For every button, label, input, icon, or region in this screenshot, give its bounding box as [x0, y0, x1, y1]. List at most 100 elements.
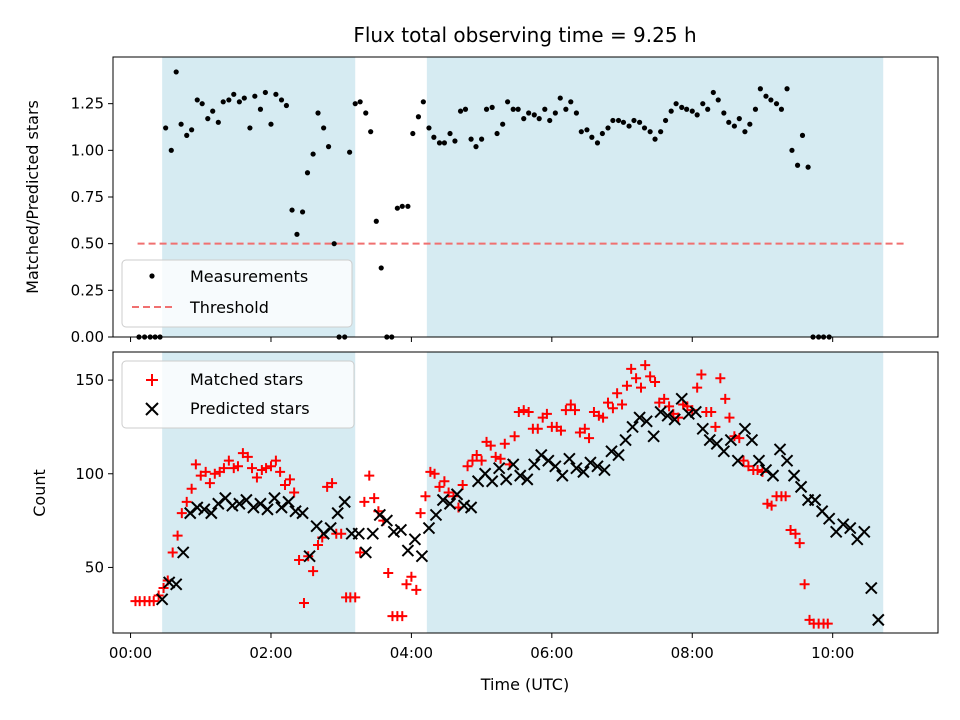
measurement-point [573, 110, 580, 116]
measurement-point [189, 127, 195, 133]
predicted-star-point [731, 454, 745, 467]
predicted-star-point [752, 454, 766, 467]
measurement-point [757, 86, 763, 92]
measurement-point [363, 110, 369, 116]
predicted-star-point [499, 473, 513, 486]
predicted-star-point [282, 495, 295, 509]
predicted-star-point [837, 518, 850, 531]
measurement-point [289, 207, 295, 213]
bottom-x-tick-label: 10:00 [811, 644, 854, 662]
predicted-star-point [521, 473, 534, 486]
matched-star-point [766, 500, 777, 511]
matched-star-point [790, 528, 801, 539]
measurement-point [594, 140, 601, 146]
predicted-star-point [443, 497, 457, 510]
matched-star-point [799, 579, 810, 590]
measurement-point [310, 151, 316, 157]
measurement-point [321, 125, 327, 131]
predicted-star-point [205, 506, 218, 520]
predicted-star-point [598, 463, 611, 477]
bottom-x-ticks: 00:00 02:00 04:00 06:00 08:00 10:00 [109, 633, 854, 662]
measurement-point [304, 170, 311, 176]
matched-star-point [565, 399, 576, 410]
measurement-point [557, 95, 563, 101]
measurement-point [715, 97, 721, 103]
top-y-tick-label: 0.75 [71, 188, 104, 206]
measurement-point [605, 125, 611, 131]
measurement-point [436, 140, 443, 146]
measurement-point [658, 129, 664, 135]
measurement-point [504, 99, 511, 105]
matched-star-point [172, 530, 183, 541]
measurement-point [747, 121, 753, 127]
predicted-star-point [549, 460, 562, 473]
measurement-point [805, 164, 811, 170]
predicted-star-point [233, 497, 246, 510]
measurement-point [194, 97, 200, 103]
measurement-point [226, 97, 232, 103]
measurement-point [542, 106, 548, 112]
matched-star-point [499, 438, 510, 449]
top-y-tick-label: 0.00 [71, 328, 104, 346]
predicted-star-point [303, 549, 316, 563]
measurement-point [547, 117, 553, 124]
matched-stars-legend-label: Matched stars [190, 370, 303, 389]
bottom-y-tick-label: 50 [85, 558, 104, 576]
matched-star-point [692, 382, 703, 393]
measurement-point [773, 101, 780, 107]
measurement-point [268, 121, 274, 127]
matched-star-point [275, 466, 286, 477]
predicted-star-point [822, 512, 836, 525]
measurement-point [705, 106, 711, 112]
matched-star-point [636, 382, 646, 393]
measurement-point [626, 123, 632, 129]
matched-star-point [598, 412, 609, 423]
measurement-point [494, 130, 500, 137]
predicted-star-point [169, 578, 183, 591]
matched-star-point [261, 463, 272, 474]
matched-star-point [369, 493, 380, 504]
predicted-star-point [289, 505, 302, 518]
measurement-point [763, 93, 769, 99]
matched-stars-points [130, 360, 833, 629]
predicted-star-point [436, 493, 450, 507]
matched-star-point [757, 466, 768, 477]
top-y-tick-label: 0.25 [71, 281, 104, 299]
measurement-point [357, 99, 363, 105]
matched-star-point [280, 480, 291, 491]
measurement-point [457, 108, 464, 114]
measurement-point [700, 101, 706, 107]
measurement-point [578, 129, 584, 135]
matched-star-point [401, 579, 412, 590]
measurement-point [652, 136, 658, 142]
measurement-point [352, 101, 358, 107]
predicted-star-point [177, 546, 190, 559]
matched-star-point [265, 461, 276, 472]
predicted-star-point [415, 549, 429, 563]
predicted-star-point [675, 392, 688, 406]
top-chart-title: Flux total observing time = 9.25 h [353, 23, 696, 47]
measurement-point [620, 119, 627, 125]
predicted-star-point [198, 503, 211, 516]
predicted-star-point [570, 461, 583, 475]
matched-star-point [190, 459, 201, 470]
predicted-stars-legend-label: Predicted stars [190, 399, 310, 418]
bottom-x-tick-label: 00:00 [109, 644, 152, 662]
predicted-star-point [191, 501, 204, 514]
measurement-point [315, 110, 321, 116]
top-y-tick-label: 1.00 [71, 141, 104, 159]
measurement-point [531, 112, 537, 118]
measurement-point [241, 95, 247, 101]
measurement-point [584, 127, 590, 133]
predicted-stars-legend-marker [145, 402, 159, 416]
measurement-point [215, 119, 221, 125]
predicted-star-point [507, 458, 520, 471]
matched-star-point [158, 583, 169, 594]
measurement-point [689, 108, 695, 114]
predicted-star-point [696, 422, 709, 436]
matched-star-point [560, 405, 571, 416]
matched-star-point [186, 483, 197, 494]
top-shaded-intervals [162, 57, 884, 337]
matched-star-point [176, 508, 187, 519]
